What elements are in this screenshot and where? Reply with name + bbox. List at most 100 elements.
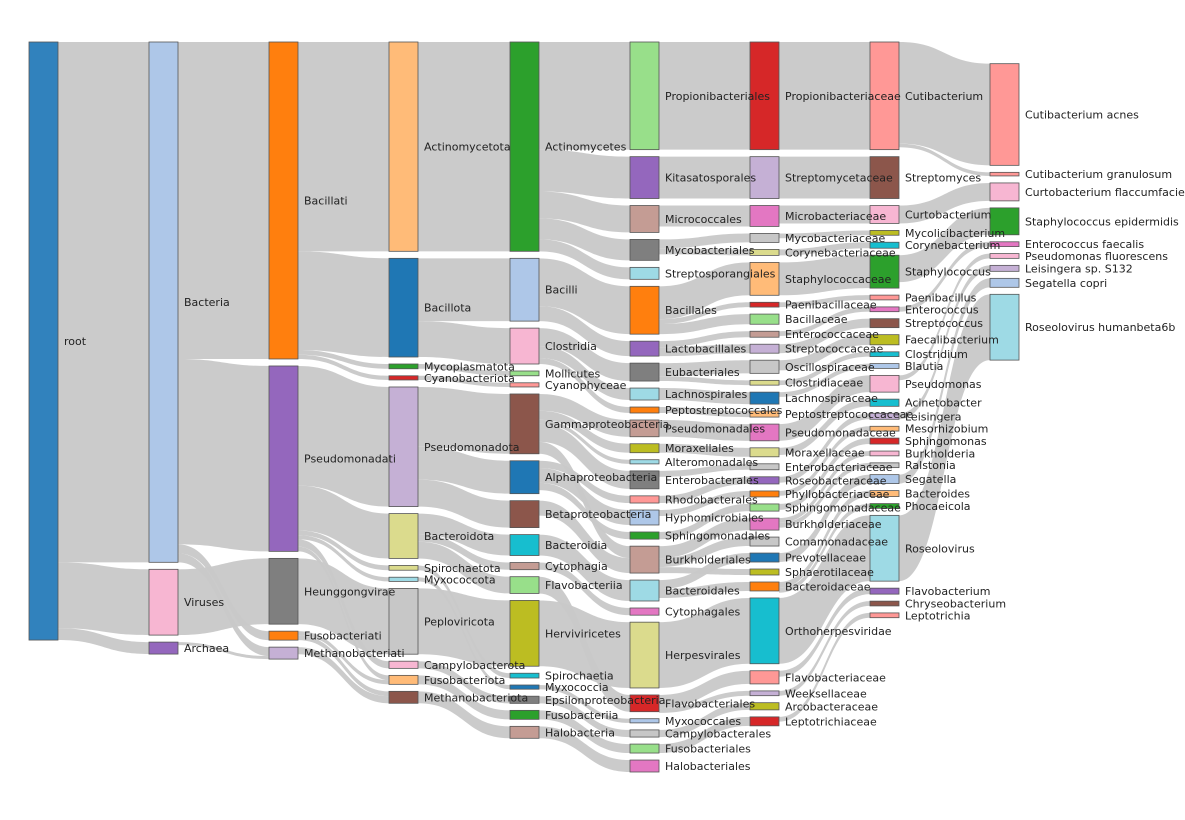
sankey-node[interactable]: [869, 412, 900, 420]
sankey-node[interactable]: [509, 500, 540, 528]
sankey-node[interactable]: [749, 343, 780, 354]
sankey-node[interactable]: [388, 363, 419, 370]
sankey-node[interactable]: [869, 334, 900, 346]
sankey-node[interactable]: [869, 450, 900, 457]
sankey-node[interactable]: [629, 607, 660, 616]
sankey-node[interactable]: [388, 576, 419, 582]
sankey-node[interactable]: [629, 621, 660, 689]
sankey-node[interactable]: [749, 597, 780, 665]
sankey-node[interactable]: [749, 359, 780, 374]
sankey-node[interactable]: [509, 257, 540, 322]
sankey-node[interactable]: [629, 41, 660, 151]
sankey-node[interactable]: [749, 379, 780, 386]
sankey-node[interactable]: [749, 716, 780, 727]
sankey-node[interactable]: [869, 156, 900, 199]
sankey-node[interactable]: [629, 362, 660, 382]
sankey-node[interactable]: [749, 447, 780, 458]
sankey-node[interactable]: [388, 257, 419, 358]
sankey-node[interactable]: [749, 568, 780, 576]
sankey-node[interactable]: [749, 41, 780, 151]
sankey-node[interactable]: [629, 509, 660, 526]
sankey-node[interactable]: [869, 254, 900, 289]
sankey-node[interactable]: [268, 557, 299, 625]
sankey-node[interactable]: [749, 463, 780, 471]
sankey-node[interactable]: [509, 393, 540, 455]
sankey-node[interactable]: [989, 293, 1020, 361]
sankey-node[interactable]: [749, 410, 780, 418]
sankey-node[interactable]: [749, 690, 780, 697]
sankey-node[interactable]: [629, 205, 660, 233]
sankey-node[interactable]: [509, 709, 540, 720]
sankey-node[interactable]: [629, 443, 660, 454]
sankey-node[interactable]: [388, 513, 419, 559]
sankey-node[interactable]: [388, 588, 419, 655]
sankey-node[interactable]: [509, 41, 540, 252]
sankey-node[interactable]: [749, 249, 780, 256]
sankey-node[interactable]: [629, 156, 660, 199]
sankey-node[interactable]: [869, 374, 900, 393]
sankey-node[interactable]: [749, 301, 780, 308]
sankey-node[interactable]: [749, 490, 780, 498]
sankey-node[interactable]: [629, 459, 660, 465]
sankey-node[interactable]: [869, 205, 900, 224]
sankey-node[interactable]: [869, 587, 900, 595]
sankey-node[interactable]: [268, 41, 299, 360]
sankey-node[interactable]: [869, 351, 900, 358]
sankey-node[interactable]: [869, 514, 900, 582]
sankey-node[interactable]: [869, 241, 900, 249]
sankey-node[interactable]: [388, 386, 419, 507]
sankey-node[interactable]: [388, 660, 419, 669]
sankey-node[interactable]: [749, 581, 780, 592]
sankey-node[interactable]: [629, 419, 660, 438]
sankey-node[interactable]: [749, 517, 780, 531]
sankey-node[interactable]: [749, 670, 780, 685]
sankey-node[interactable]: [869, 363, 900, 369]
sankey-node[interactable]: [749, 536, 780, 547]
sankey-node[interactable]: [749, 476, 780, 485]
sankey-node[interactable]: [749, 503, 780, 512]
sankey-node[interactable]: [989, 264, 1020, 272]
sankey-node[interactable]: [749, 233, 780, 243]
sankey-node[interactable]: [749, 552, 780, 563]
sankey-node[interactable]: [629, 340, 660, 357]
sankey-node[interactable]: [869, 600, 900, 607]
sankey-node[interactable]: [388, 690, 419, 704]
sankey-node[interactable]: [629, 579, 660, 602]
sankey-node[interactable]: [629, 495, 660, 504]
sankey-node[interactable]: [509, 695, 540, 704]
sankey-node[interactable]: [869, 437, 900, 445]
sankey-node[interactable]: [268, 646, 299, 660]
sankey-node[interactable]: [869, 230, 900, 236]
sankey-node[interactable]: [148, 568, 179, 636]
sankey-node[interactable]: [629, 239, 660, 261]
sankey-node[interactable]: [869, 490, 900, 497]
sankey-node[interactable]: [388, 41, 419, 252]
sankey-node[interactable]: [749, 423, 780, 442]
sankey-node[interactable]: [629, 759, 660, 773]
sankey-node[interactable]: [989, 182, 1020, 202]
sankey-node[interactable]: [148, 641, 179, 655]
sankey-node[interactable]: [989, 277, 1020, 288]
sankey-node[interactable]: [629, 470, 660, 490]
sankey-node[interactable]: [509, 684, 540, 690]
sankey-node[interactable]: [509, 672, 540, 679]
sankey-node[interactable]: [749, 261, 780, 296]
sankey-node[interactable]: [509, 534, 540, 556]
sankey-node[interactable]: [629, 406, 660, 414]
sankey-node[interactable]: [749, 313, 780, 325]
sankey-node[interactable]: [869, 306, 900, 313]
sankey-node[interactable]: [629, 285, 660, 335]
sankey-node[interactable]: [509, 327, 540, 365]
sankey-node[interactable]: [148, 41, 179, 563]
sankey-node[interactable]: [268, 630, 299, 641]
sankey-node[interactable]: [388, 674, 419, 685]
sankey-node[interactable]: [629, 694, 660, 713]
sankey-node[interactable]: [869, 425, 900, 432]
sankey-node[interactable]: [28, 41, 59, 641]
sankey-node[interactable]: [749, 156, 780, 199]
sankey-node[interactable]: [989, 171, 1020, 177]
sankey-node[interactable]: [388, 565, 419, 571]
sankey-node[interactable]: [869, 41, 900, 151]
sankey-node[interactable]: [989, 63, 1020, 166]
sankey-node[interactable]: [629, 266, 660, 280]
